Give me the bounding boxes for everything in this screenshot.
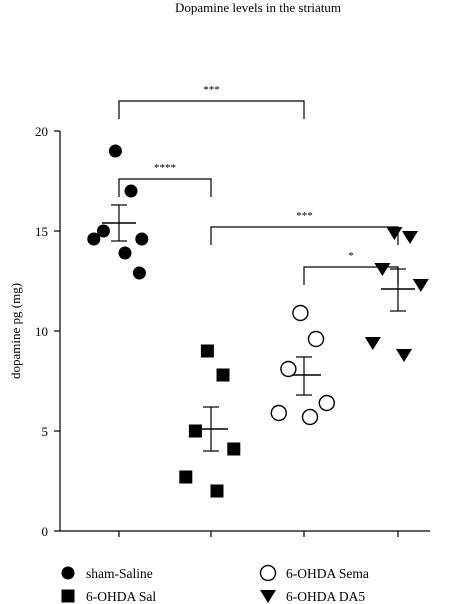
legend-marker xyxy=(259,564,277,582)
data-point xyxy=(227,442,241,456)
significance-bracket xyxy=(118,100,305,119)
legend-marker xyxy=(260,590,276,603)
data-point xyxy=(318,394,335,412)
data-point xyxy=(87,232,101,246)
legend-label: sham-Saline xyxy=(86,566,153,581)
axes: 0 5 10 15 20 xyxy=(35,124,430,539)
data-point xyxy=(396,349,412,362)
significance-label: *** xyxy=(296,210,313,222)
y-tick-label: 20 xyxy=(35,124,48,139)
data-point xyxy=(412,279,429,292)
significance-bracket xyxy=(118,178,212,197)
y-tick-label: 5 xyxy=(42,424,49,439)
legend-label: 6-OHDA DA5 xyxy=(286,589,365,604)
significance-label: **** xyxy=(154,162,176,174)
mean-sem-bars xyxy=(102,204,415,452)
data-point xyxy=(402,231,418,244)
data-point xyxy=(386,227,403,240)
y-tick-label: 10 xyxy=(35,324,48,339)
data-point xyxy=(200,344,214,358)
significance-label: *** xyxy=(203,84,220,96)
legend-label: 6-OHDA Sal xyxy=(86,589,156,604)
significance-label: * xyxy=(348,250,354,262)
legend-marker xyxy=(61,566,75,580)
significance-bracket xyxy=(210,226,399,245)
data-point xyxy=(364,337,381,350)
data-point xyxy=(132,266,146,280)
data-point xyxy=(307,330,325,348)
data-point xyxy=(210,484,224,498)
chart-title: Dopamine levels in the striatum xyxy=(175,0,341,15)
legend-label: 6-OHDA Sema xyxy=(286,566,369,581)
data-point xyxy=(292,304,309,322)
y-tick-label: 15 xyxy=(35,224,48,239)
data-point xyxy=(179,470,193,484)
data-point xyxy=(118,246,132,260)
legend: sham-Saline 6-OHDA Sal 6-OHDA Sema 6-OHDA D… xyxy=(61,564,369,604)
data-point xyxy=(124,184,138,198)
y-axis-label: dopamine pg (mg) xyxy=(8,283,23,379)
data-points xyxy=(87,144,429,498)
data-point xyxy=(301,408,319,426)
significance-brackets: *********** xyxy=(118,84,399,285)
data-point xyxy=(270,404,287,422)
data-point xyxy=(96,224,110,238)
data-point xyxy=(108,144,122,158)
legend-marker xyxy=(61,589,75,603)
data-point xyxy=(216,368,230,382)
y-tick-label: 0 xyxy=(42,524,49,539)
data-point xyxy=(280,360,297,378)
data-point xyxy=(374,263,391,276)
data-point xyxy=(135,232,149,246)
data-point xyxy=(188,424,202,438)
